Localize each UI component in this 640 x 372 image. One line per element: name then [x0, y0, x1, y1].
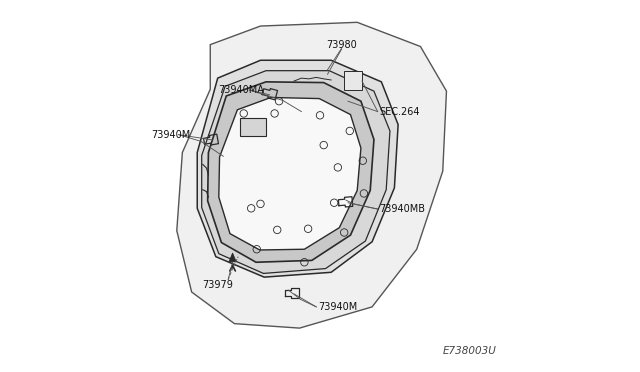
FancyBboxPatch shape	[240, 118, 266, 136]
Text: SEC.264: SEC.264	[380, 107, 420, 116]
Polygon shape	[229, 253, 236, 262]
Polygon shape	[177, 22, 447, 328]
Polygon shape	[219, 97, 361, 250]
Polygon shape	[197, 60, 398, 277]
Text: 73940MA: 73940MA	[218, 85, 264, 95]
Text: 73979: 73979	[202, 280, 233, 289]
Text: 73940MB: 73940MB	[380, 204, 426, 214]
Text: E738003U: E738003U	[443, 346, 497, 356]
FancyBboxPatch shape	[344, 71, 362, 90]
Text: 73940M: 73940M	[318, 302, 357, 312]
Polygon shape	[207, 82, 374, 262]
Text: 73940M: 73940M	[151, 130, 190, 140]
Polygon shape	[202, 71, 390, 273]
Text: 73980: 73980	[326, 41, 357, 50]
